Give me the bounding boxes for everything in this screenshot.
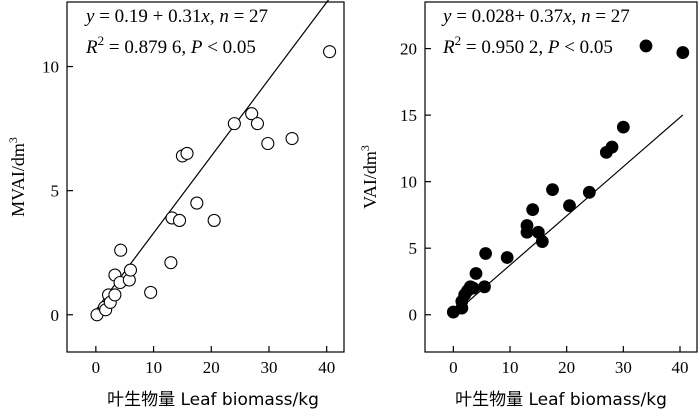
plot-frame (66, 1, 345, 353)
y-tick-label: 0 (409, 306, 418, 325)
panel-right: 0 10 20 30 40 0 5 10 15 20 VAI/dm3 叶生物量 Leaf biom… (358, 1, 698, 410)
y-tick-label: 20 (400, 40, 417, 59)
tick-group: 0 10 20 30 40 0 5 10 (42, 58, 335, 377)
data-point (207, 213, 221, 227)
data-point (190, 196, 204, 210)
data-point (478, 280, 491, 294)
x-tick-label: 40 (672, 358, 689, 377)
data-point (520, 219, 534, 232)
x-tick-label: 40 (318, 358, 335, 377)
x-tick-label: 0 (449, 358, 458, 377)
data-point (245, 107, 259, 121)
data-point (526, 203, 540, 217)
x-axis-label: 叶生物量 Leaf biomass/kg (107, 390, 319, 410)
plot-frame (424, 1, 698, 353)
regression-equation: y = 0.19 + 0.31x, n = 27 (84, 6, 268, 27)
x-tick-label: 20 (203, 358, 220, 377)
y-tick-label: 5 (409, 239, 418, 258)
y-tick-label: 5 (51, 182, 60, 201)
regression-stats: R2 = 0.950 2, P < 0.05 (442, 33, 613, 58)
data-point (582, 185, 596, 199)
regression-equation: y = 0.028+ 0.37x, n = 27 (441, 6, 630, 27)
data-point (180, 146, 194, 160)
x-tick-label: 0 (92, 358, 101, 377)
data-point (285, 131, 299, 146)
data-point (639, 39, 653, 53)
data-point (114, 243, 128, 257)
x-axis-label: 叶生物量 Leaf biomass/kg (455, 390, 667, 410)
data-point (479, 247, 493, 260)
data-point (323, 45, 337, 59)
x-tick-label: 10 (502, 358, 519, 377)
y-tick-label: 10 (42, 58, 59, 77)
y-tick-label: 0 (51, 306, 60, 325)
tick-group: 0 10 20 30 40 0 5 10 15 20 (400, 40, 689, 377)
panel-left: 0 10 20 30 40 0 5 10 MVAI/dm3 叶生物量 Leaf biomass… (6, 0, 345, 410)
data-point (261, 136, 275, 151)
data-point (500, 251, 514, 264)
y-tick-label: 10 (400, 173, 417, 192)
data-point (546, 183, 559, 197)
data-point (227, 117, 241, 131)
mark-group (90, 0, 337, 322)
data-point (563, 199, 576, 213)
data-point (108, 288, 122, 302)
data-point (144, 285, 158, 299)
x-tick-label: 30 (615, 358, 632, 377)
regression-stats: R2 = 0.879 6, P < 0.05 (85, 33, 256, 58)
y-axis-label: MVAI/dm3 (6, 137, 28, 217)
mark-group (446, 39, 690, 319)
data-point (535, 235, 549, 248)
data-point (616, 120, 630, 134)
data-point (250, 117, 264, 131)
data-point (172, 213, 187, 227)
x-tick-label: 30 (260, 358, 277, 377)
x-tick-label: 20 (558, 358, 575, 377)
y-tick-label: 15 (400, 106, 417, 125)
data-point (469, 267, 483, 280)
data-point (605, 140, 619, 154)
x-tick-label: 10 (145, 358, 162, 377)
data-point (164, 256, 178, 270)
y-axis-label: VAI/dm3 (358, 145, 380, 209)
regression-line (452, 114, 684, 315)
data-point (123, 263, 138, 277)
regression-line (95, 0, 330, 311)
data-point (676, 46, 690, 59)
data-point (466, 281, 480, 295)
